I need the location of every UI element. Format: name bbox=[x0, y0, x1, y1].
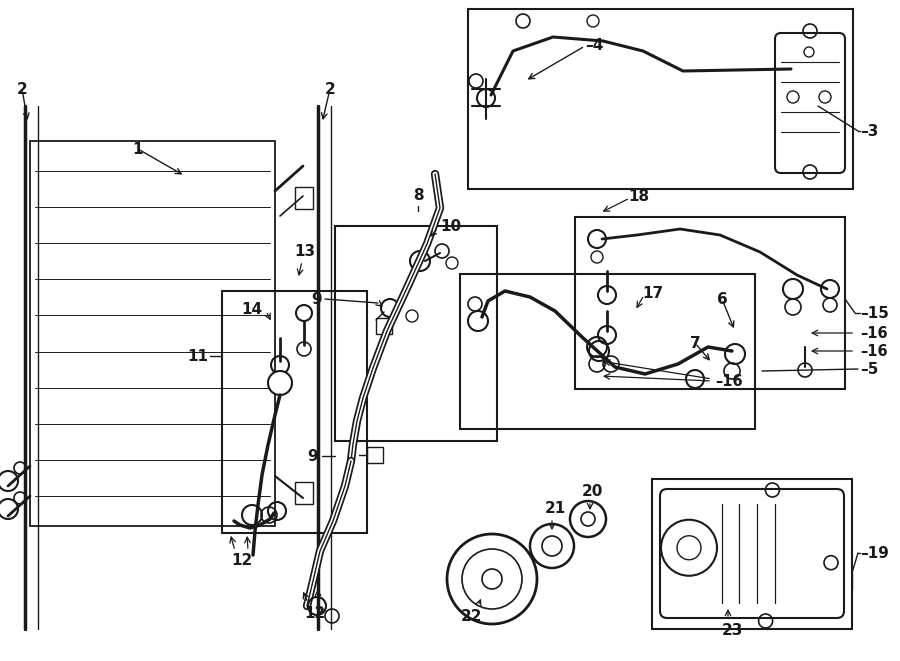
Text: 17: 17 bbox=[642, 286, 663, 301]
Bar bbox=[295, 482, 313, 504]
Text: –16: –16 bbox=[715, 373, 742, 389]
Text: 13: 13 bbox=[294, 244, 316, 259]
Bar bbox=[376, 318, 392, 334]
Text: 2: 2 bbox=[16, 81, 27, 97]
Text: 10: 10 bbox=[440, 219, 461, 233]
Text: –5: –5 bbox=[860, 362, 878, 377]
Text: –15: –15 bbox=[860, 305, 889, 321]
Text: 23: 23 bbox=[721, 623, 742, 638]
Text: 22: 22 bbox=[461, 609, 482, 624]
Circle shape bbox=[268, 371, 292, 395]
Bar bbox=[295, 187, 313, 209]
Bar bbox=[367, 447, 383, 463]
Text: 12: 12 bbox=[304, 606, 326, 621]
Bar bbox=[468, 9, 853, 189]
Text: 9: 9 bbox=[311, 292, 322, 307]
Text: 18: 18 bbox=[628, 188, 649, 204]
Text: 6: 6 bbox=[716, 292, 727, 307]
Text: 20: 20 bbox=[581, 484, 603, 499]
Text: 1: 1 bbox=[133, 141, 143, 157]
Bar bbox=[652, 479, 852, 629]
Bar bbox=[222, 291, 367, 533]
Text: 2: 2 bbox=[325, 81, 336, 97]
Text: –3: –3 bbox=[860, 124, 878, 139]
Text: 8: 8 bbox=[413, 188, 423, 203]
Bar bbox=[335, 226, 497, 441]
Text: –16: –16 bbox=[860, 344, 887, 358]
Text: 14: 14 bbox=[241, 301, 262, 317]
Text: –19: –19 bbox=[860, 545, 889, 561]
Text: 7: 7 bbox=[689, 336, 700, 350]
Text: –4: –4 bbox=[585, 38, 603, 54]
Text: –16: –16 bbox=[860, 325, 887, 340]
Bar bbox=[460, 274, 755, 429]
Bar bbox=[575, 217, 845, 389]
Text: 9: 9 bbox=[308, 449, 318, 463]
Text: 21: 21 bbox=[544, 501, 565, 516]
Text: 11: 11 bbox=[187, 348, 208, 364]
Bar bbox=[30, 141, 275, 526]
Text: 12: 12 bbox=[231, 553, 253, 568]
